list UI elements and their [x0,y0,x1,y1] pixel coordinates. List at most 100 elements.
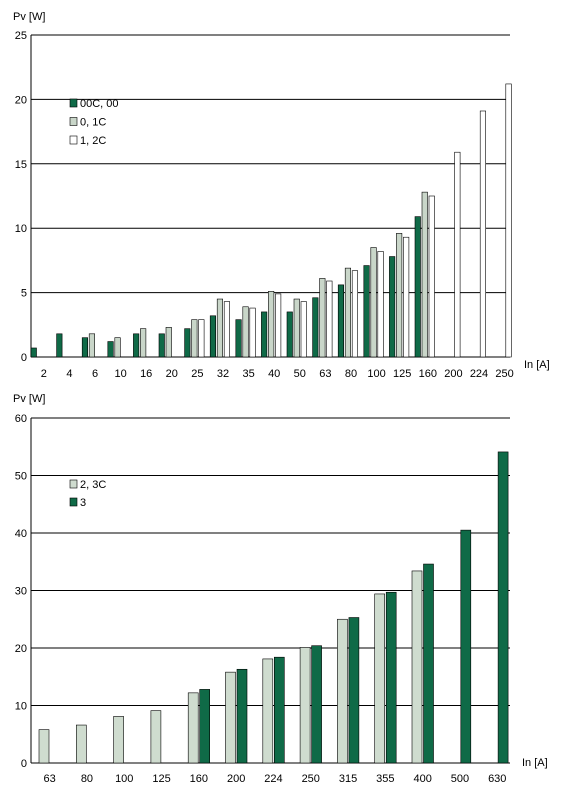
y-tick-label: 10 [15,223,27,235]
bar [113,716,124,764]
bar [30,347,37,358]
bar [374,593,386,764]
bar [187,692,199,764]
x-tick-label: 250 [302,773,320,785]
bar [351,270,359,358]
legend-swatch [69,98,78,108]
x-tick-label: 160 [419,368,437,380]
bar [268,291,275,358]
bar [344,267,352,358]
x-tick-label: 50 [294,368,306,380]
bar [414,216,421,358]
y-tick-label: 0 [21,758,27,770]
legend-swatch [69,479,78,489]
bar [403,236,410,358]
bar [421,191,428,358]
y-tick-label: 20 [15,643,27,655]
bar [326,280,333,358]
y-tick-label: 40 [15,528,27,540]
x-tick-label: 125 [152,773,170,785]
y-tick-label: 10 [15,701,27,713]
legend-label: 2, 3C [80,479,106,491]
bar [293,298,300,358]
legend-swatch [69,497,78,507]
bar [235,319,242,358]
x-tick-label: 32 [217,368,229,380]
x-tick-label: 630 [488,773,506,785]
bar [38,729,50,764]
bar [505,83,512,358]
bar [275,293,282,358]
bar [236,668,248,764]
bar [396,233,403,358]
bar [262,658,274,764]
x-axis-label: In [A] [524,359,550,371]
x-tick-label: 80 [345,368,357,380]
x-tick-label: 224 [470,368,488,380]
y-tick-label: 60 [15,413,27,425]
x-tick-label: 224 [264,773,282,785]
x-tick-label: 40 [268,368,280,380]
bar [299,647,311,764]
x-tick-label: 80 [81,773,93,785]
bar [199,689,210,764]
bar [312,297,319,358]
bar [165,327,172,358]
x-tick-label: 200 [227,773,245,785]
bar [107,341,114,358]
x-tick-label: 355 [376,773,394,785]
bar [423,563,434,764]
x-tick-label: 125 [393,368,411,380]
y-tick-label: 0 [21,352,27,364]
bar [140,328,147,358]
bar [319,278,326,358]
y-axis-label: Pv [W] [13,393,45,405]
y-tick-label: 5 [21,288,27,300]
x-tick-label: 6 [92,368,98,380]
bar [114,337,121,358]
bar [133,333,140,358]
x-tick-label: 16 [140,368,152,380]
bar [454,151,461,358]
x-tick-label: 4 [66,368,72,380]
bar [223,301,230,358]
bar [150,710,162,764]
bar [428,195,435,358]
bar [198,319,205,358]
bar [411,570,423,764]
bar [460,529,472,764]
bar [363,265,370,358]
bar [184,328,191,358]
legend-label: 00C, 00 [80,98,119,110]
y-tick-label: 20 [15,94,27,106]
y-tick-label: 25 [15,30,27,42]
x-axis-label: In [A] [522,757,548,769]
bar [209,315,216,358]
x-tick-label: 100 [115,773,133,785]
bar [385,591,397,764]
y-axis-label: Pv [W] [13,11,45,23]
y-tick-label: 30 [15,586,27,598]
x-tick-label: 25 [191,368,203,380]
bar [311,645,322,764]
bar [249,307,256,358]
legend-swatch [69,117,78,126]
bar [337,284,345,358]
bar [479,110,487,358]
x-tick-label: 10 [114,368,126,380]
bar [76,724,87,764]
bar [56,333,63,358]
bar [497,451,509,764]
bar [377,251,384,358]
legend-label: 3 [80,497,86,509]
x-tick-label: 315 [339,773,357,785]
x-tick-label: 35 [242,368,254,380]
x-tick-label: 400 [413,773,431,785]
bar [191,319,198,358]
x-tick-label: 20 [166,368,178,380]
bar [216,298,223,358]
legend-label: 0, 1C [80,117,106,129]
bar [286,311,293,358]
x-tick-label: 500 [451,773,469,785]
